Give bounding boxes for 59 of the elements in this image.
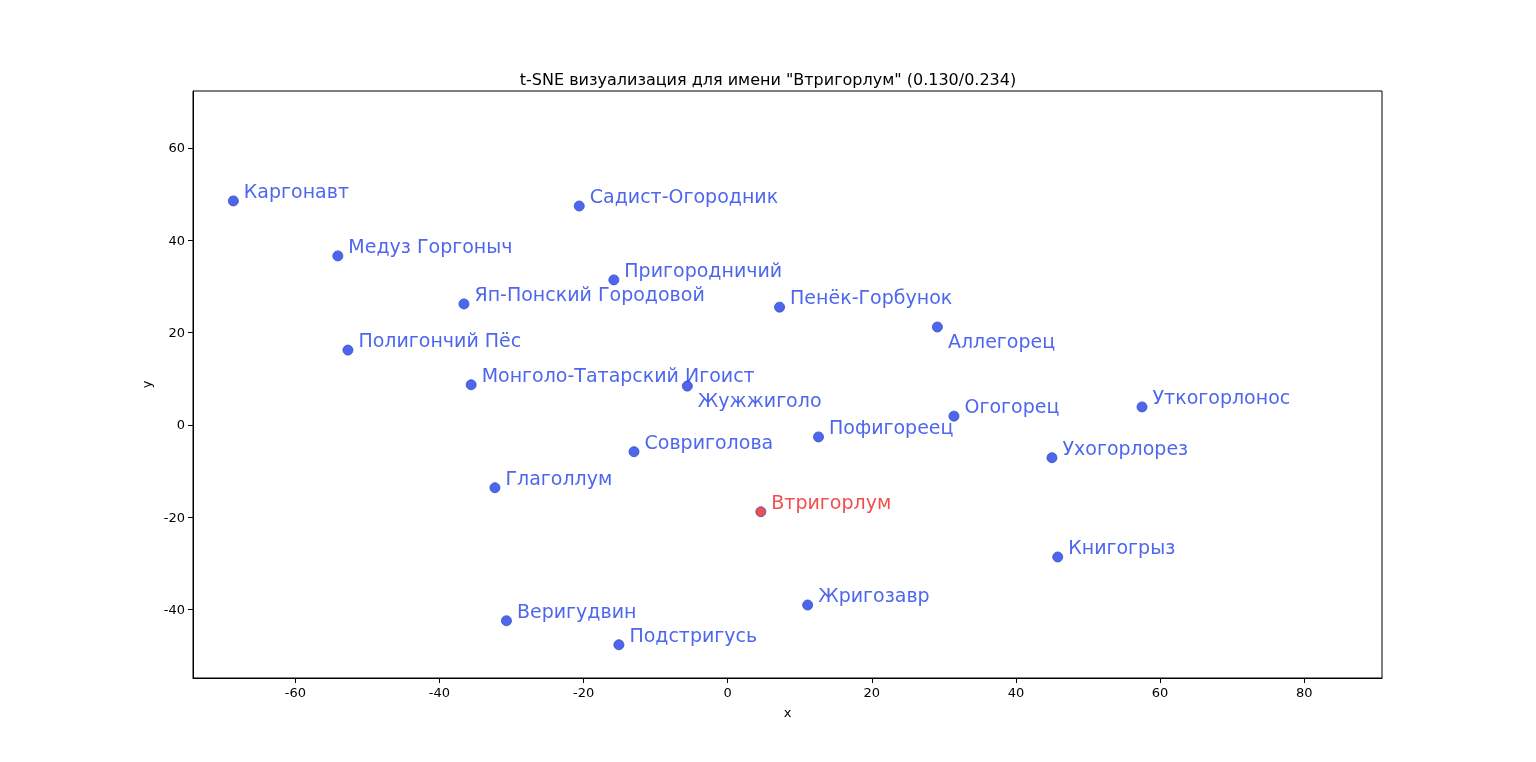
x-tick-label: -20 xyxy=(572,685,595,700)
point xyxy=(1046,452,1058,464)
series-label: Каргонавт xyxy=(243,179,349,202)
y-tick-label: 20 xyxy=(168,325,185,341)
point xyxy=(500,615,512,627)
point xyxy=(608,274,620,286)
point xyxy=(458,298,470,310)
point xyxy=(802,599,814,611)
y-tick-label: 0 xyxy=(176,417,185,433)
point xyxy=(465,379,477,391)
series-label: Пенёк-Горбунок xyxy=(790,286,953,309)
y-tick-label: -20 xyxy=(163,509,185,525)
point xyxy=(628,446,640,458)
point xyxy=(948,410,960,422)
point xyxy=(489,482,501,494)
point xyxy=(755,506,767,518)
point xyxy=(774,301,786,313)
chart-title: t-SNE визуализация для имени "Втригорлум" (0.130/0.234) xyxy=(519,69,1017,89)
y-tick-label: 60 xyxy=(168,140,185,156)
point xyxy=(1136,401,1148,413)
x-axis-title: x xyxy=(783,705,792,720)
x-tick-label: 0 xyxy=(723,685,732,700)
x-tick-label: 20 xyxy=(863,685,881,700)
series-label: Уткогорлонос xyxy=(1152,385,1291,408)
series-label: Втригорлум xyxy=(771,490,892,513)
point xyxy=(681,380,693,392)
series-label: Пригородничий xyxy=(624,258,783,281)
series-label: Глаголлум xyxy=(505,466,613,489)
series-label: Медуз Горгоныч xyxy=(348,234,513,257)
series-label: Яп-Понский Городовой xyxy=(474,282,705,305)
x-tick-label: 40 xyxy=(1007,685,1025,700)
series-label: Пофигореец xyxy=(828,415,954,438)
point xyxy=(227,195,239,207)
point xyxy=(342,344,354,356)
y-tick-label: -40 xyxy=(163,602,185,618)
series-label: Полигончий Пёс xyxy=(358,329,522,352)
x-tick-label: 80 xyxy=(1295,685,1313,700)
series-label: Веригудвин xyxy=(516,599,637,622)
point xyxy=(613,639,625,651)
y-axis-title: y xyxy=(138,380,154,389)
series-label: Книгогрыз xyxy=(1068,536,1176,558)
point xyxy=(1052,551,1064,563)
series-label: Монголо-Татарский Игоист xyxy=(481,363,755,386)
point xyxy=(931,321,943,333)
series-label: Ухогорлорез xyxy=(1062,436,1189,459)
series-label: Огогорец xyxy=(964,395,1060,418)
series-label: Жужжиголо xyxy=(697,389,822,412)
series-label: Аллегорец xyxy=(947,330,1056,352)
point xyxy=(332,250,344,262)
point xyxy=(813,431,824,443)
y-tick-label: 40 xyxy=(168,232,185,248)
series-label: Садист-Огородник xyxy=(589,185,779,207)
series-label: Подстригусь xyxy=(629,623,758,646)
x-tick-label: 60 xyxy=(1151,685,1169,700)
point xyxy=(573,200,585,212)
x-tick-label: -60 xyxy=(284,685,306,700)
series-label: Жригозавр xyxy=(818,584,930,607)
series-label: Совриголова xyxy=(644,430,774,453)
x-tick-label: -40 xyxy=(428,685,451,700)
